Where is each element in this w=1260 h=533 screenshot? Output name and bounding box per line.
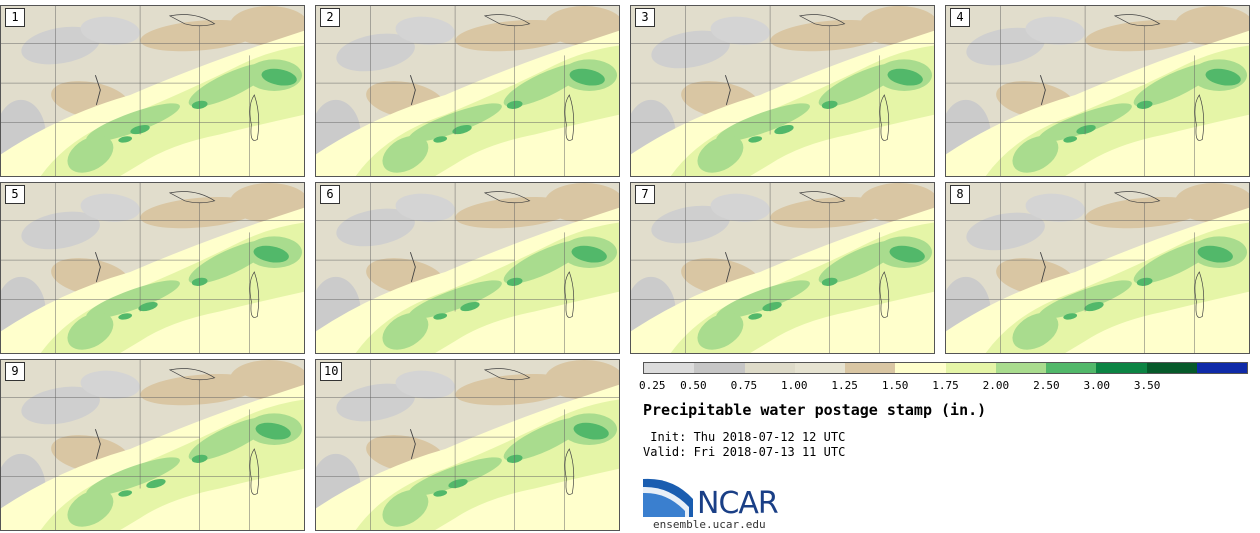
panel-number: 4 [950,8,970,27]
product-title: Precipitable water postage stamp (in.) [643,401,987,419]
colorbar-segment [1096,363,1147,373]
colorbar-segment [1146,363,1197,373]
map-panel-4: 4 [945,5,1250,177]
precip-water-map [316,360,619,530]
map-panel-10: 10 [315,359,620,531]
colorbar-segment [995,363,1046,373]
precip-water-map [316,183,619,353]
colorbar-label: 0.75 [730,379,758,392]
colorbar-label: 3.50 [1133,379,1161,392]
colorbar-label: 2.00 [982,379,1010,392]
colorbar-segment [945,363,996,373]
colorbar-label: 0.25 [639,379,666,392]
colorbar [643,362,1248,374]
panel-number: 8 [950,185,970,204]
colorbar-segment [744,363,795,373]
panel-number: 9 [5,362,25,381]
colorbar-segment [644,363,695,373]
ncar-logo-icon [643,478,693,517]
map-panel-7: 7 [630,182,935,354]
panel-number: 1 [5,8,25,27]
precip-water-map [631,6,934,176]
precip-water-map [1,6,304,176]
colorbar-label: 1.00 [781,379,808,392]
panel-number: 10 [320,362,343,381]
panel-number: 2 [320,8,340,27]
precip-water-map [1,183,304,353]
colorbar-segment [694,363,745,373]
valid-time: Valid: Fri 2018-07-13 11 UTC [643,445,846,459]
colorbar-label: 1.50 [881,379,909,392]
precip-water-map [946,183,1249,353]
colorbar-label: 1.75 [932,379,959,392]
logo-url: ensemble.ucar.edu [653,518,766,531]
colorbar-segment [1046,363,1097,373]
colorbar-segment [794,363,845,373]
colorbar-segment [845,363,896,373]
init-time: Init: Thu 2018-07-12 12 UTC [643,430,846,444]
map-panel-5: 5 [0,182,305,354]
map-panel-3: 3 [630,5,935,177]
precip-water-map [316,6,619,176]
map-panel-9: 9 [0,359,305,531]
precip-water-map [1,360,304,530]
colorbar-segment [1196,363,1247,373]
precip-water-map [946,6,1249,176]
panel-number: 5 [5,185,25,204]
panel-number: 7 [635,185,655,204]
colorbar-labels: 0.25 0.50 0.75 1.00 1.25 1.50 1.75 2.00 2.50 3.00… [639,379,1248,393]
map-panel-6: 6 [315,182,620,354]
colorbar-label: 1.25 [831,379,858,392]
precip-water-map [631,183,934,353]
colorbar-label: 3.00 [1083,379,1111,392]
colorbar-label: 0.50 [680,379,707,392]
colorbar-label: 2.50 [1033,379,1060,392]
map-panel-2: 2 [315,5,620,177]
logo-text: NCAR [697,486,779,521]
map-panel-1: 1 [0,5,305,177]
map-panel-8: 8 [945,182,1250,354]
panel-number: 3 [635,8,655,27]
panel-number: 6 [320,185,340,204]
colorbar-segment [895,363,946,373]
